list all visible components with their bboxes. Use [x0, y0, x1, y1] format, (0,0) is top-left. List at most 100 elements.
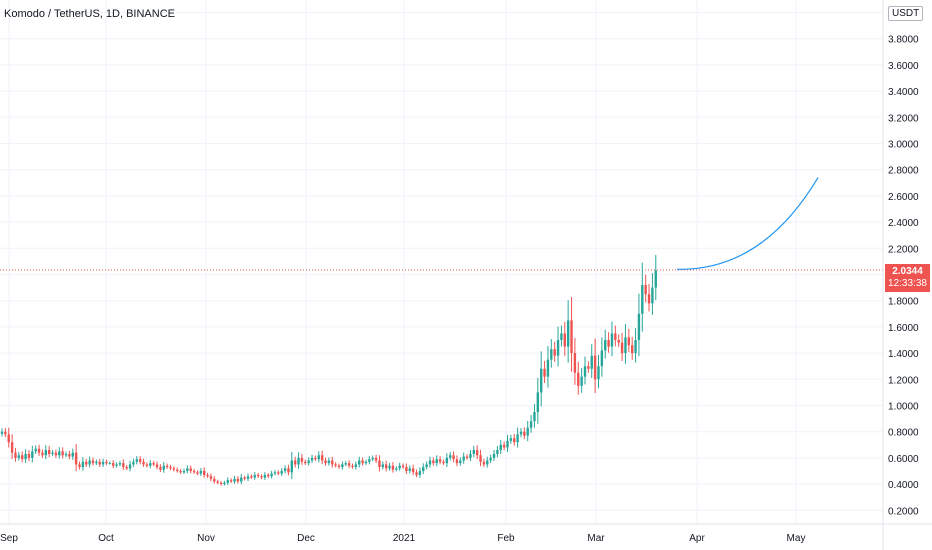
candle-body: [364, 461, 368, 464]
candle-body: [179, 471, 182, 473]
price-tick-label: 3.6000: [888, 61, 919, 72]
candle-body: [651, 287, 654, 304]
candle-body: [112, 463, 115, 466]
candle-body: [14, 452, 17, 458]
candle-body: [27, 453, 31, 458]
candle-body: [526, 427, 529, 436]
candle-body: [587, 366, 590, 369]
candle-body: [577, 372, 580, 386]
price-tick-label: 1.2000: [888, 375, 919, 386]
candle-body: [593, 355, 597, 380]
candle-body: [401, 465, 405, 468]
candle-body: [442, 461, 445, 464]
candle-body: [540, 368, 543, 393]
candle-body: [149, 463, 152, 466]
candle-body: [506, 440, 509, 448]
candle-body: [358, 460, 361, 465]
candle-body: [563, 333, 566, 347]
candle-body: [583, 366, 587, 377]
candle-body: [536, 392, 540, 413]
candle-body: [101, 461, 105, 465]
candle-body: [479, 455, 482, 462]
grid-lines: [0, 0, 883, 524]
candle-body: [435, 459, 438, 464]
candle-body: [354, 464, 358, 468]
candle-body: [44, 450, 48, 456]
time-tick-label: May: [787, 533, 806, 544]
candle-body: [287, 468, 290, 473]
candle-body: [317, 455, 320, 460]
candle-body: [391, 465, 395, 470]
candle-body: [51, 452, 54, 454]
candle-body: [31, 451, 34, 458]
candle-body: [482, 461, 486, 465]
time-tick-label: Apr: [689, 533, 705, 544]
candle-body: [260, 476, 263, 478]
candle-body: [192, 471, 196, 473]
candle-body: [74, 452, 78, 465]
candle-body: [98, 461, 101, 465]
candle-body: [388, 465, 391, 469]
candle-body: [337, 465, 341, 468]
candle-body: [105, 461, 108, 464]
candle-body: [10, 442, 14, 453]
candle-body: [236, 478, 240, 482]
time-tick-label: Mar: [587, 533, 605, 544]
candle-body: [472, 450, 475, 454]
candle-body: [4, 431, 7, 435]
candle-body: [219, 482, 223, 485]
candle-body: [516, 434, 519, 443]
candle-body: [206, 474, 209, 477]
candle-body: [132, 461, 135, 465]
price-tick-label: 2.2000: [888, 244, 919, 255]
price-tick-label: 2.4000: [888, 218, 919, 229]
candle-body: [529, 421, 533, 428]
candle-body: [489, 457, 492, 461]
candles: [0, 255, 657, 486]
candle-body: [125, 467, 128, 469]
candle-body: [610, 333, 614, 347]
candle-body: [462, 456, 465, 461]
candle-body: [250, 476, 253, 478]
candle-body: [519, 431, 523, 435]
candle-body: [597, 366, 600, 380]
candle-body: [637, 313, 641, 340]
candle-body: [108, 463, 112, 465]
candle-body: [189, 468, 192, 471]
candle-body: [152, 463, 155, 465]
candle-body: [145, 464, 149, 466]
price-tick-label: 1.8000: [888, 297, 919, 308]
candle-body: [277, 472, 280, 474]
candle-body: [560, 333, 563, 340]
symbol-title[interactable]: Komodo / TetherUS, 1D, BINANCE: [4, 8, 175, 20]
candle-body: [297, 457, 300, 465]
candle-body: [172, 468, 176, 470]
candle-body: [253, 474, 256, 478]
currency-unit-badge[interactable]: USDT: [888, 6, 924, 21]
time-tick-label: Sep: [0, 533, 18, 544]
price-tick-label: 1.6000: [888, 323, 919, 334]
candle-body: [91, 460, 95, 464]
candle-body: [314, 457, 317, 460]
candle-body: [509, 438, 513, 441]
candle-body: [122, 463, 125, 468]
candle-body: [408, 468, 411, 471]
candle-body: [566, 320, 570, 347]
candle-body: [273, 472, 277, 474]
candle-body: [513, 438, 516, 443]
candle-body: [223, 482, 226, 485]
bar-countdown: 12:33:38: [888, 278, 927, 289]
candle-body: [411, 468, 415, 473]
candle-body: [459, 460, 462, 464]
price-tick-label: 0.4000: [888, 480, 919, 491]
candle-body: [422, 467, 425, 471]
candle-body: [34, 448, 37, 452]
last-price-value: 2.0344: [892, 266, 923, 277]
candle-body: [88, 460, 91, 465]
price-tick-label: 2.8000: [888, 166, 919, 177]
candle-body: [570, 320, 573, 354]
candle-body: [54, 452, 58, 456]
candle-body: [233, 478, 236, 482]
last-price-badge: 2.0344 12:33:38: [885, 264, 930, 292]
candle-body: [186, 468, 189, 471]
